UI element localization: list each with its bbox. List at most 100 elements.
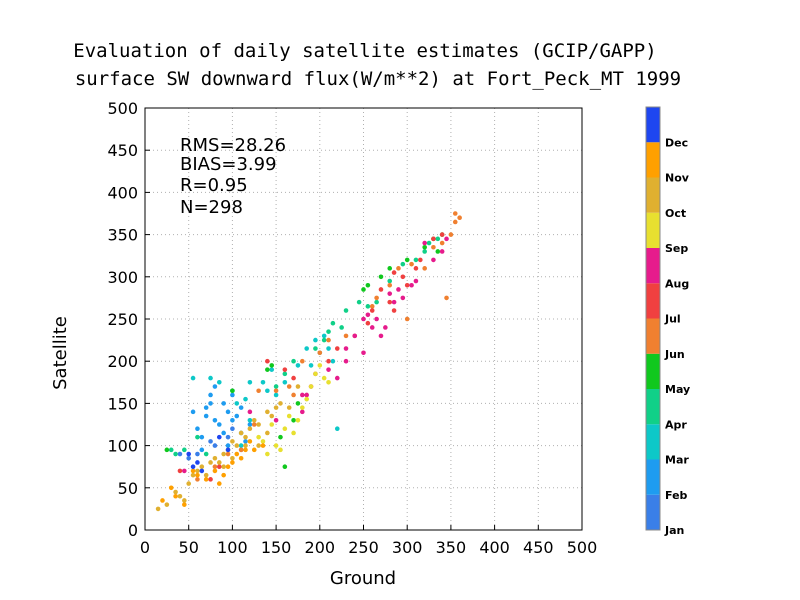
data-point-oct <box>278 401 283 406</box>
data-point-apr <box>168 447 174 453</box>
data-point-dec <box>216 434 222 440</box>
data-point-may <box>164 447 170 453</box>
data-point-apr <box>413 257 419 263</box>
chart-title: Evaluation of daily satellite estimates … <box>73 40 656 62</box>
data-point-oct <box>256 422 261 427</box>
data-point-apr <box>435 236 441 242</box>
data-point-mar <box>273 392 279 398</box>
data-point-aug <box>444 236 449 242</box>
data-point-oct <box>273 405 279 410</box>
x-axis-label: Ground <box>330 568 396 589</box>
data-point-jul <box>208 477 213 482</box>
data-point-aug <box>431 257 436 263</box>
data-point-aug <box>247 409 253 415</box>
data-point-jan <box>177 451 183 457</box>
data-point-jul <box>400 274 406 280</box>
data-point-jul <box>391 308 397 313</box>
data-point-sep <box>313 371 318 377</box>
data-point-aug <box>300 392 305 398</box>
data-point-aug <box>409 282 414 288</box>
data-point-nov <box>238 455 244 461</box>
data-point-apr <box>330 320 336 326</box>
data-point-mar <box>216 380 222 385</box>
data-point-oct <box>164 502 170 507</box>
data-point-aug <box>273 417 279 423</box>
data-point-jun <box>291 392 296 398</box>
data-point-nov <box>243 447 248 453</box>
colorbar-swatch-sep <box>646 212 660 248</box>
data-point-oct <box>221 464 226 470</box>
data-point-oct <box>203 472 209 478</box>
data-point-feb <box>208 401 213 406</box>
colorbar-swatch-aug <box>646 248 660 284</box>
stat-n: N=298 <box>180 197 243 218</box>
data-point-aug <box>391 299 397 305</box>
data-point-mar <box>269 367 275 372</box>
colorbar-label: Jul <box>664 313 681 326</box>
colorbar-label: May <box>665 383 690 396</box>
data-point-nov <box>230 460 235 465</box>
data-point-aug <box>378 333 384 339</box>
colorbar-swatch-nov <box>646 142 660 178</box>
colorbar-swatch-apr <box>646 389 660 425</box>
stat-r: R=0.95 <box>180 175 248 196</box>
data-point-jul <box>282 367 288 372</box>
data-point-jul <box>216 464 222 470</box>
data-point-mar <box>326 346 331 351</box>
data-point-mar <box>334 426 340 432</box>
data-point-apr <box>365 304 371 309</box>
grid-lines <box>145 108 582 530</box>
data-point-jul <box>439 232 445 237</box>
data-point-may <box>291 417 296 423</box>
data-point-apr <box>173 451 178 457</box>
data-point-aug <box>361 350 366 356</box>
data-point-may <box>278 434 283 440</box>
data-point-nov <box>251 447 257 453</box>
data-point-sep <box>269 422 275 427</box>
y-tick-label: 50 <box>118 479 138 498</box>
colorbar-label: Oct <box>665 207 686 220</box>
data-point-aug <box>439 249 445 254</box>
data-point-jun <box>387 282 393 288</box>
y-tick-label: 350 <box>107 226 138 245</box>
data-point-jul <box>431 236 436 242</box>
data-point-aug <box>387 291 393 296</box>
data-point-feb <box>221 430 226 436</box>
data-point-nov <box>234 451 240 457</box>
x-tick-label: 450 <box>523 538 554 557</box>
data-point-sep <box>260 439 266 444</box>
data-point-jun <box>422 266 427 271</box>
data-point-mar <box>190 375 196 381</box>
data-point-jun <box>457 215 462 221</box>
data-point-oct <box>234 443 240 448</box>
data-point-oct <box>190 472 196 478</box>
data-point-mar <box>247 380 253 385</box>
data-point-jul <box>387 299 393 305</box>
colorbar-swatch-feb <box>646 459 660 495</box>
y-axis-label: Satellite <box>50 316 71 390</box>
data-point-nov <box>173 493 178 499</box>
x-tick-label: 200 <box>305 538 336 557</box>
data-point-aug <box>343 346 349 351</box>
data-point-sep <box>282 426 288 432</box>
data-point-nov <box>216 481 222 486</box>
data-point-nov <box>221 472 226 478</box>
data-point-apr <box>422 249 427 254</box>
data-point-oct <box>173 489 178 495</box>
data-point-jul <box>177 468 183 474</box>
colorbar-label: Nov <box>665 172 690 185</box>
data-point-jan <box>195 451 200 457</box>
colorbar-label: Dec <box>665 136 688 149</box>
y-tick-label: 400 <box>107 183 138 202</box>
data-point-oct <box>269 413 275 419</box>
data-point-jun <box>409 261 414 267</box>
data-point-feb <box>230 417 235 423</box>
colorbar-label: Feb <box>665 489 688 502</box>
data-point-feb <box>221 401 226 406</box>
data-point-jul <box>291 375 296 381</box>
data-point-feb <box>216 422 222 427</box>
data-point-sep <box>286 413 292 419</box>
data-point-oct <box>155 506 161 512</box>
data-point-sep <box>291 430 296 436</box>
